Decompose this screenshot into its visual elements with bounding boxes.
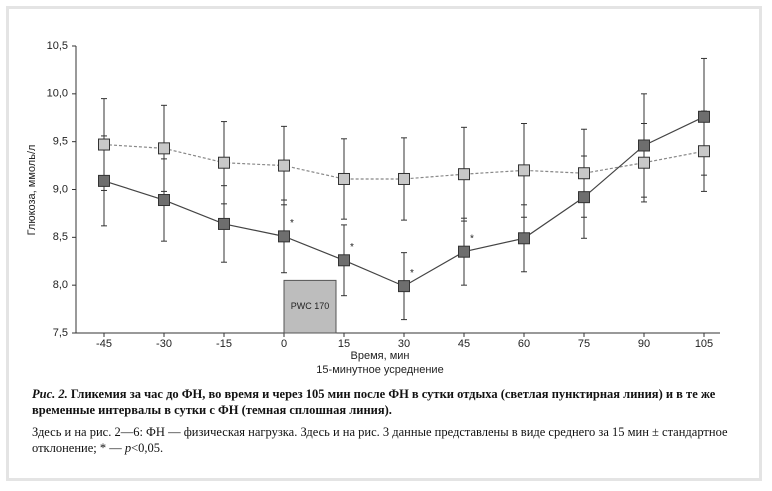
significance: * bbox=[350, 242, 354, 253]
marker bbox=[638, 156, 650, 169]
caption-title: Рис. 2. Гликемия за час до ФН, во время … bbox=[32, 386, 744, 418]
y-tick-label: 10,5 bbox=[47, 40, 68, 52]
marker bbox=[698, 145, 710, 158]
marker bbox=[158, 142, 170, 155]
y-tick-label: 10,0 bbox=[47, 88, 68, 100]
marker bbox=[98, 174, 110, 187]
series-line bbox=[103, 143, 705, 180]
x-tick-label: -45 bbox=[96, 338, 112, 350]
marker bbox=[338, 254, 350, 267]
x-tick-label: 30 bbox=[398, 338, 410, 350]
chart: Время, мин 15-минутное усреднение Глюкоз… bbox=[26, 40, 720, 376]
x-tick-label: -30 bbox=[156, 338, 172, 350]
marker bbox=[398, 280, 410, 293]
frame bbox=[6, 6, 762, 481]
x-tick-label: 15 bbox=[338, 338, 350, 350]
note-text: <0,05. bbox=[131, 441, 164, 455]
y-axis-label: Глюкоза, ммоль/л bbox=[26, 145, 38, 236]
caption-label: Рис. 2. bbox=[32, 387, 68, 401]
y-tick-label: 7,5 bbox=[53, 327, 68, 339]
x-tick-label: 75 bbox=[578, 338, 590, 350]
marker bbox=[638, 139, 650, 152]
x-tick-label: 60 bbox=[518, 338, 530, 350]
marker bbox=[98, 138, 110, 151]
marker bbox=[698, 110, 710, 123]
caption-text: Гликемия за час до ФН, во время и через … bbox=[32, 387, 716, 417]
marker bbox=[218, 217, 230, 230]
x-tick-label: 90 bbox=[638, 338, 650, 350]
marker bbox=[578, 191, 590, 204]
x-tick-label: 45 bbox=[458, 338, 470, 350]
marker bbox=[218, 156, 230, 169]
significance: * bbox=[290, 218, 294, 229]
x-axis-label: Время, мин bbox=[351, 350, 410, 362]
y-tick-label: 8,0 bbox=[53, 279, 68, 291]
y-tick-label: 9,5 bbox=[53, 136, 68, 148]
marker bbox=[278, 230, 290, 243]
note-p: p bbox=[124, 441, 132, 455]
load-box-label: PWC 170 bbox=[291, 301, 330, 311]
y-tick-label: 8,5 bbox=[53, 231, 68, 243]
load-box bbox=[283, 279, 337, 334]
marker bbox=[518, 164, 530, 177]
marker bbox=[278, 159, 290, 172]
significance: * bbox=[410, 268, 414, 279]
significance: * bbox=[470, 233, 474, 244]
x-tick-label: -15 bbox=[216, 338, 232, 350]
caption: Рис. 2. Гликемия за час до ФН, во время … bbox=[32, 386, 744, 456]
x-tick-label: 0 bbox=[281, 338, 287, 350]
note-text: Здесь и на рис. 2—6: ФН — физическая наг… bbox=[32, 425, 728, 455]
y-tick-label: 9,0 bbox=[53, 183, 68, 195]
marker bbox=[338, 172, 350, 185]
x-tick-label: 105 bbox=[695, 338, 713, 350]
caption-note: Здесь и на рис. 2—6: ФН — физическая наг… bbox=[32, 424, 744, 456]
marker bbox=[458, 245, 470, 258]
marker bbox=[398, 172, 410, 185]
marker bbox=[518, 232, 530, 245]
marker bbox=[458, 168, 470, 181]
marker bbox=[158, 194, 170, 207]
x-axis-label-2: 15-минутное усреднение bbox=[316, 364, 443, 376]
marker bbox=[578, 167, 590, 180]
